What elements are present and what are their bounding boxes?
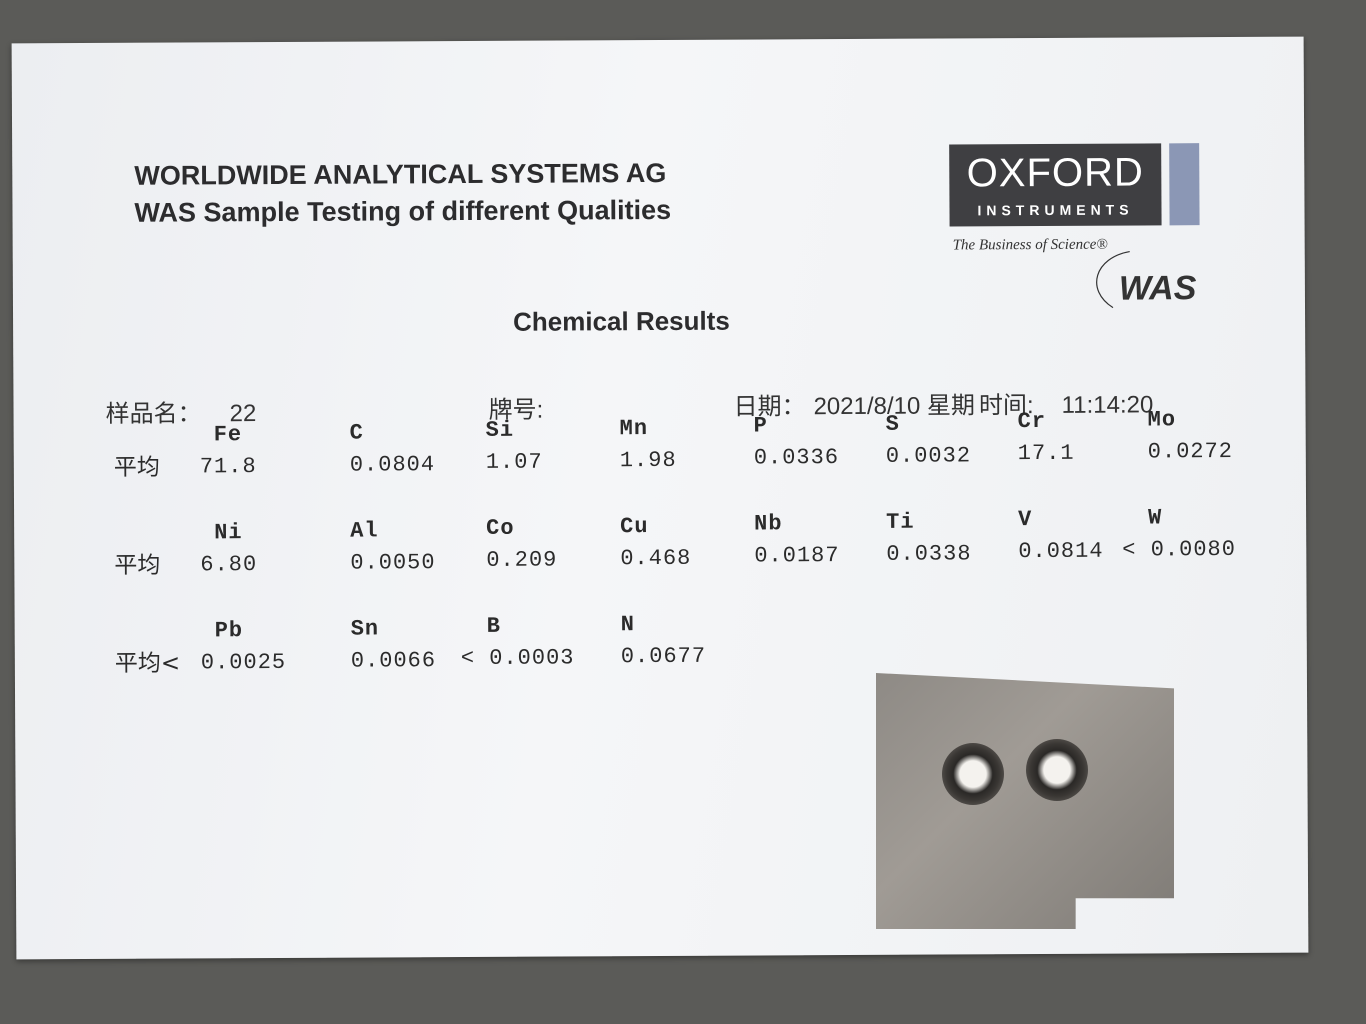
metal-sample-photo [876, 673, 1174, 929]
element-value: 0.0272 [1147, 438, 1234, 464]
element-value: 0.468 [620, 545, 692, 571]
element-symbol: Fe [213, 422, 243, 448]
element-value: 0.0677 [620, 643, 707, 669]
logo-brand: OXFORD [966, 150, 1144, 196]
element-value: < 0.0003 [460, 645, 575, 672]
element-value: 0.0804 [349, 451, 436, 478]
element-symbol: Mn [619, 415, 649, 441]
element-symbol: S [885, 411, 900, 437]
element-symbol: Nb [754, 511, 783, 537]
element-symbol: Cu [620, 513, 649, 539]
element-symbol: B [486, 613, 501, 639]
element-symbol: Al [350, 517, 379, 544]
report-title: Chemical Results [512, 305, 730, 337]
element-value: 0.0050 [350, 549, 436, 576]
element-symbol: W [1148, 504, 1163, 530]
element-value: 0.209 [486, 547, 558, 573]
element-value: 0.0338 [886, 540, 972, 567]
element-symbol: P [753, 413, 768, 439]
element-symbol: Sn [350, 615, 380, 642]
element-value: 0.0187 [754, 543, 840, 569]
element-symbol: Ti [886, 509, 915, 535]
report-subtitle: WAS Sample Testing of different Qualitie… [134, 194, 672, 228]
element-symbol: C [349, 420, 364, 446]
row-prefix: 平均 [114, 552, 161, 579]
element-value: 0.0025 [200, 649, 287, 676]
element-value: 0.0336 [753, 445, 840, 471]
element-symbol: Si [485, 417, 515, 443]
element-symbol: Mo [1147, 406, 1177, 432]
element-value: 71.8 [199, 454, 257, 480]
element-value: 1.98 [619, 447, 677, 473]
row-prefix: 平均< [114, 650, 181, 677]
element-symbol: V [1018, 507, 1033, 533]
spark-spot-2 [1026, 739, 1088, 801]
date-time-group: 日期： 2021/8/10 星期 时间: 11:14:20 [733, 391, 1153, 421]
date-label: 日期： [733, 393, 806, 421]
row-prefix: 平均 [113, 454, 160, 481]
company-name: WORLDWIDE ANALYTICAL SYSTEMS AG [134, 157, 667, 191]
element-value: 6.80 [200, 552, 258, 578]
element-value: 0.0066 [350, 647, 437, 674]
spark-spot-1 [942, 743, 1004, 805]
element-symbol: N [620, 611, 635, 637]
report-paper: WORLDWIDE ANALYTICAL SYSTEMS AG WAS Samp… [11, 36, 1309, 960]
oxford-logo: OXFORD INSTRUMENTS [949, 143, 1162, 227]
element-symbol: Ni [214, 520, 243, 546]
element-symbol: Cr [1017, 408, 1047, 435]
element-value: 0.0032 [885, 442, 972, 469]
element-value: 1.07 [485, 449, 543, 475]
logo-mark: WAS [1119, 269, 1197, 307]
sample-name-label: 样品名： [105, 400, 202, 428]
element-value: 17.1 [1017, 440, 1075, 467]
time-value: 11:14:20 [1061, 391, 1154, 419]
element-value: 0.0814 [1018, 538, 1104, 565]
element-symbol: Co [486, 515, 515, 541]
logo-sub: INSTRUMENTS [977, 201, 1134, 219]
was-logo-icon: WAS [1096, 250, 1197, 309]
results-grid: 平均 Fe 71.8 C 0.0804 Si 1.07 Mn 1.98 P 0.0336 S 0.003… [12, 37, 1304, 677]
element-value: < 0.0080 [1122, 536, 1236, 563]
element-symbol: Pb [214, 618, 244, 644]
logo-accent [1169, 143, 1200, 226]
